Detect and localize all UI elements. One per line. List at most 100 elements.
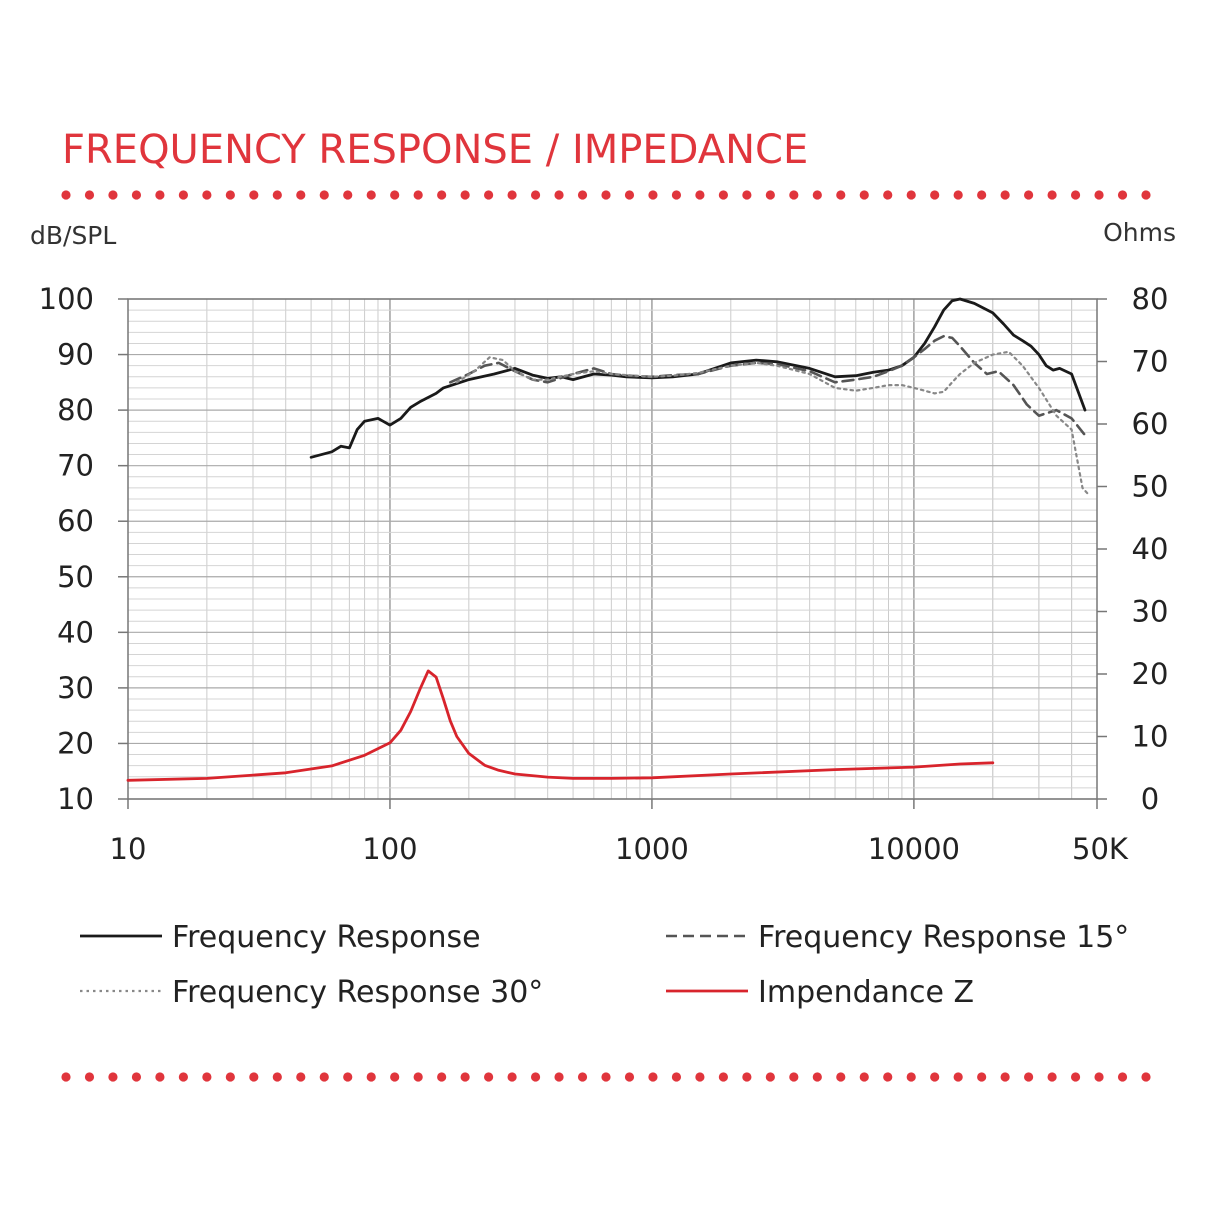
divider-dot [883,190,893,200]
divider-dot [484,1072,494,1082]
divider-dot [296,1072,306,1082]
divider-dot [953,190,963,200]
divider-dot [1094,190,1104,200]
divider-dot [1000,190,1010,200]
bottom-dot-divider [61,1072,1151,1082]
divider-dot [155,190,165,200]
divider-dot [178,190,188,200]
divider-dot [836,1072,846,1082]
divider-dot [272,190,282,200]
legend-impedance: Impendance Z [666,975,974,1010]
divider-dot [1047,190,1057,200]
divider-dot [812,190,822,200]
legend-label: Impendance Z [758,975,974,1010]
divider-dot [296,190,306,200]
divider-dot [601,190,611,200]
y2-tick-label: 70 [1132,345,1169,379]
divider-dot [319,190,329,200]
divider-dot [202,190,212,200]
y2-tick-label: 10 [1132,720,1169,754]
divider-dot [765,190,775,200]
x-tick-label: 50K [1072,832,1129,866]
divider-dot [1141,190,1151,200]
divider-dot [742,1072,752,1082]
divider-dot [742,190,752,200]
divider-dot [718,190,728,200]
y-tick-label: 60 [57,504,94,538]
divider-dot [906,1072,916,1082]
frequency-response-15-line [448,334,1087,437]
y-tick-label: 20 [57,726,94,760]
divider-dot [413,190,423,200]
y2-tick-label: 60 [1132,407,1169,441]
divider-dot [1000,1072,1010,1082]
divider-dot [108,190,118,200]
divider-dot [178,1072,188,1082]
divider-dot [366,1072,376,1082]
divider-dot [930,190,940,200]
series-lines [126,297,1089,782]
x-tick-label: 1000 [615,832,689,866]
y-axis-ticks: 10 20 30 40 50 60 70 80 90 100 [39,282,128,816]
y2-tick-label: 40 [1132,532,1169,566]
divider-dot [1047,1072,1057,1082]
y2-tick-label: 80 [1132,282,1169,316]
divider-dot [1070,1072,1081,1082]
divider-dot [554,1072,564,1082]
y-tick-label: 40 [57,615,94,649]
y-tick-label: 50 [57,560,94,594]
divider-dot [366,190,376,200]
divider-dot [648,190,658,200]
divider-dot [718,1072,728,1082]
divider-dot [343,190,353,200]
divider-dot [1070,190,1081,200]
y-tick-label: 100 [39,282,94,316]
y2-tick-label: 30 [1132,595,1169,629]
divider-dot [859,1072,869,1082]
divider-dot [131,190,142,200]
divider-dot [343,1072,353,1082]
y-tick-label: 90 [57,338,94,372]
x-tick-label: 100 [362,832,417,866]
divider-dot [812,1072,822,1082]
divider-dot [437,1072,447,1082]
divider-dot [530,1072,541,1082]
divider-dot [789,190,799,200]
divider-dot [1024,190,1034,200]
legend-label: Frequency Response 15° [758,920,1129,955]
y2-axis-label: Ohms [1103,218,1176,247]
divider-dot [906,190,916,200]
divider-dot [249,190,259,200]
divider-dot [1117,190,1128,200]
divider-dot [507,190,517,200]
y-tick-label: 30 [57,671,94,705]
divider-dot [202,1072,212,1082]
y2-axis-ticks: 0 10 20 30 40 50 60 70 80 [1097,282,1168,816]
x-tick-label: 10 [110,832,147,866]
divider-dot [695,1072,705,1082]
y2-tick-label: 0 [1141,782,1159,816]
divider-dot [930,1072,940,1082]
impedance-line [126,669,995,782]
y-tick-label: 10 [57,782,94,816]
frequency-response-30-line [455,350,1089,495]
divider-dot [671,1072,682,1082]
y-tick-label: 70 [57,449,94,483]
divider-dot [765,1072,775,1082]
y2-tick-label: 20 [1132,657,1169,691]
divider-dot [1117,1072,1128,1082]
divider-dot [1141,1072,1151,1082]
divider-dot [1024,1072,1034,1082]
divider-dot [859,190,869,200]
divider-dot [108,1072,118,1082]
divider-dot [953,1072,963,1082]
divider-dot [624,1072,635,1082]
divider-dot [437,190,447,200]
legend-frequency-response-15: Frequency Response 15° [666,920,1129,955]
legend: Frequency Response Frequency Response 15°… [80,920,1129,1010]
chart-title: FREQUENCY RESPONSE / IMPEDANCE [62,127,808,173]
divider-dot [61,1072,71,1082]
divider-dot [84,190,95,200]
divider-dot [695,190,705,200]
